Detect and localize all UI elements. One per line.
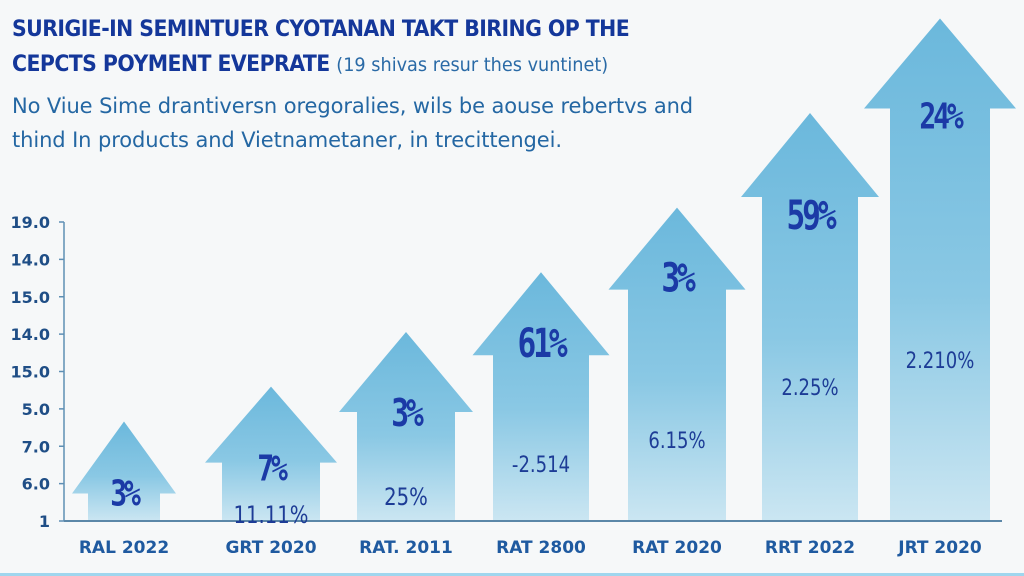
arrows-group — [72, 18, 1016, 522]
x-tick-label: RRT 2022 — [765, 538, 855, 558]
secondary-value-label: -2.514 — [512, 451, 570, 477]
arrow-bar-1 — [72, 421, 176, 521]
axes-group: 1 6.0 7.0 5.0 15.0 14.0 15.0 14.0 19.0 RAL 2022 GR… — [11, 213, 1002, 558]
primary-value-label: 61% — [518, 322, 568, 368]
secondary-value-label: 6.15% — [648, 427, 705, 453]
y-tick-label: 14.0 — [11, 325, 50, 344]
arrow-bar-2 — [205, 386, 337, 521]
title-text-1: SURIGIE-IN SEMINTUER CYOTANAN TAKT BIRIN… — [12, 17, 630, 42]
secondary-value-label: 25% — [384, 484, 428, 511]
arrow-bar-4 — [472, 272, 610, 521]
y-tick-label: 1 — [39, 512, 50, 531]
y-tick-label: 15.0 — [11, 363, 50, 382]
bottom-rule — [0, 573, 1024, 576]
y-tick-label: 7.0 — [22, 437, 50, 456]
primary-value-label: 3% — [661, 256, 696, 302]
x-tick-label: RAT 2800 — [496, 538, 586, 558]
secondary-value-label: 11.11% — [233, 502, 308, 529]
arrow-bar-3 — [339, 331, 473, 521]
y-tick-label: 5.0 — [22, 400, 50, 419]
x-tick-label: GRT 2020 — [225, 538, 316, 558]
title-suffix: (19 shivas resur thes vuntinet) — [336, 54, 609, 76]
y-tick-label: 19.0 — [11, 213, 50, 232]
x-tick-label: RAL 2022 — [79, 538, 169, 558]
primary-value-label: 3% — [110, 472, 141, 514]
secondary-value-label: 2.25% — [781, 374, 838, 400]
description-line-2: thind In products and Vietnametaner, in … — [12, 128, 562, 152]
chart-title-line-1: SURIGIE-IN SEMINTUER CYOTANAN TAKT BIRIN… — [12, 17, 630, 42]
chart-title-line-2: CEPCTS POYMENT EVEPRATE (19 shivas resur… — [12, 52, 608, 77]
primary-value-label: 59% — [787, 193, 837, 239]
x-tick-label: RAT 2020 — [632, 538, 722, 558]
description-line-1: No Viue Sime drantiversn oregoralies, wi… — [12, 94, 694, 118]
primary-value-label: 7% — [257, 447, 288, 489]
y-tick-label: 6.0 — [22, 475, 50, 494]
x-tick-label: JRT 2020 — [897, 538, 982, 558]
x-tick-label: RAT. 2011 — [359, 538, 453, 558]
primary-value-label: 24% — [919, 95, 964, 137]
arrow-bar-5 — [608, 207, 746, 521]
title-text-2: CEPCTS POYMENT EVEPRATE — [12, 52, 330, 77]
y-tick-label: 14.0 — [11, 250, 50, 269]
arrow-bar-7 — [864, 18, 1016, 522]
y-tick-label: 15.0 — [11, 288, 50, 307]
secondary-value-label: 2.210% — [906, 347, 975, 373]
arrow-bar-6 — [741, 113, 879, 522]
primary-value-label: 3% — [391, 391, 424, 436]
